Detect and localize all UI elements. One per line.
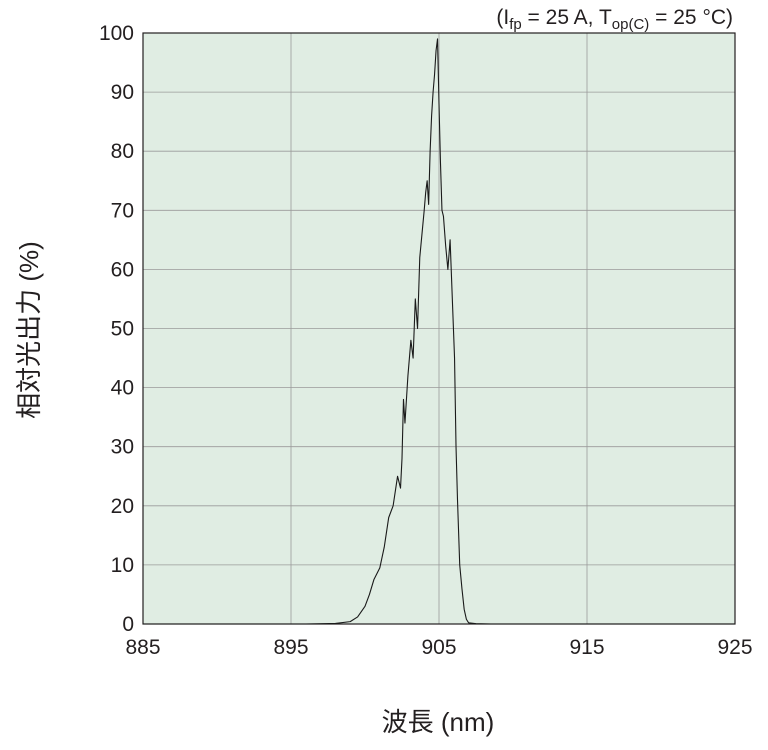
x-tick-label: 925 bbox=[717, 636, 752, 659]
y-tick-label: 30 bbox=[111, 436, 134, 459]
x-tick-label: 905 bbox=[421, 636, 456, 659]
cond-i-subscript: fp bbox=[509, 16, 522, 33]
y-tick-label: 40 bbox=[111, 377, 134, 400]
y-tick-label: 80 bbox=[111, 140, 134, 163]
plot-frame bbox=[142, 32, 736, 625]
y-tick-label: 50 bbox=[111, 318, 134, 341]
cond-open: (I bbox=[496, 6, 509, 29]
x-tick-labels: 885 895 905 915 925 bbox=[125, 636, 752, 659]
x-axis-title: 波長 (nm) bbox=[382, 707, 495, 737]
x-tick-label: 895 bbox=[273, 636, 308, 659]
y-axis-title: 相対光出力 (%) bbox=[14, 241, 44, 419]
cond-i-value: = 25 A, T bbox=[522, 6, 612, 29]
y-tick-labels: 0 10 20 30 40 50 60 70 80 90 100 bbox=[99, 22, 134, 636]
y-tick-label: 90 bbox=[111, 81, 134, 104]
x-tick-label: 915 bbox=[569, 636, 604, 659]
cond-t-value: = 25 °C) bbox=[649, 6, 733, 29]
cond-t-subscript: op(C) bbox=[612, 16, 650, 33]
spectrum-line bbox=[143, 38, 735, 625]
x-tick-label: 885 bbox=[125, 636, 160, 659]
y-tick-label: 70 bbox=[111, 199, 134, 222]
y-tick-label: 100 bbox=[99, 22, 134, 45]
y-tick-label: 20 bbox=[111, 495, 134, 518]
y-tick-label: 60 bbox=[111, 258, 134, 281]
y-tick-label: 0 bbox=[122, 613, 134, 636]
measurement-conditions: (Ifp = 25 A, Top(C) = 25 °C) bbox=[496, 6, 733, 33]
y-tick-label: 10 bbox=[111, 554, 134, 577]
